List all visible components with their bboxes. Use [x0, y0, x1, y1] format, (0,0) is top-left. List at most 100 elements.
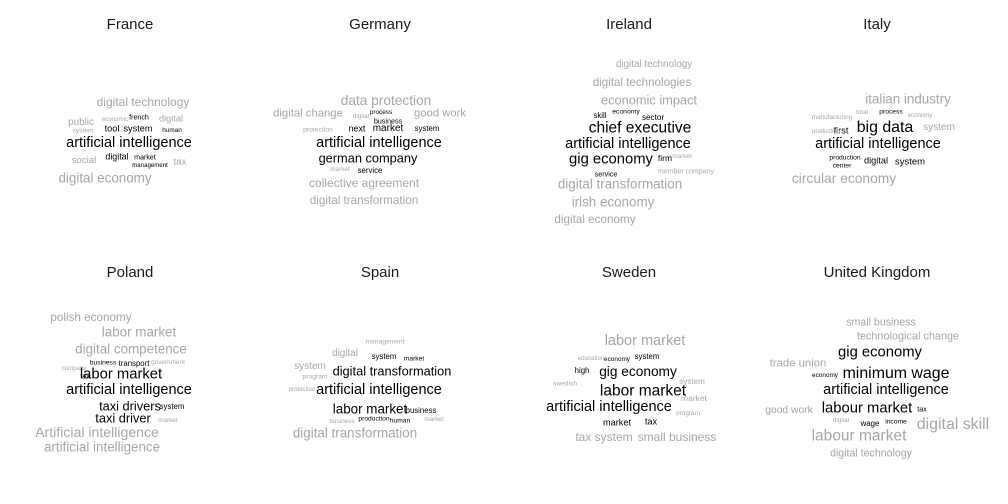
word-cloud-term: digital technologies: [592, 76, 692, 90]
word-cloud-term: program: [676, 409, 700, 417]
word-cloud-term: minimum wage: [842, 365, 950, 383]
word-cloud-term: tax: [644, 416, 658, 427]
panel-ireland: Ireland digital technology digital techno…: [504, 0, 754, 246]
word-cloud-term: swedish: [552, 380, 578, 388]
word-cloud-term: digital economy: [58, 170, 152, 186]
word-cloud-term: circular economy: [791, 171, 897, 187]
word-cloud-term: next: [348, 123, 366, 134]
panel-sweden: Sweden labor market education economy syste…: [504, 248, 754, 494]
word-cloud-term: economy: [612, 108, 640, 116]
word-cloud-term: small business: [846, 316, 916, 329]
word-cloud-term: artificial intelligence: [66, 134, 192, 151]
word-cloud-term: taxi drivers: [99, 398, 161, 414]
word-cloud-term: business: [329, 417, 355, 425]
word-cloud-term: social: [71, 155, 97, 167]
word-cloud-term: protection: [288, 387, 316, 393]
word-cloud-term: management: [365, 338, 405, 346]
word-cloud-term: labor market: [332, 401, 408, 417]
word-cloud-term: technological change: [856, 330, 960, 343]
word-cloud-term: big data: [856, 119, 914, 137]
word-cloud-term: market: [681, 392, 707, 403]
word-cloud-term: production: [811, 129, 841, 135]
word-cloud-term: system: [294, 361, 326, 372]
word-cloud-term: business: [89, 359, 117, 367]
word-cloud-term: digital: [158, 113, 184, 124]
word-cloud-term: taxi driver: [95, 410, 151, 426]
word-cloud-term: trade union: [769, 357, 827, 370]
word-cloud-term: italian industry: [865, 91, 951, 107]
word-cloud-term: artificial intelligence: [316, 134, 442, 151]
word-cloud-term: data protection: [340, 93, 432, 109]
word-cloud-term: digital: [332, 348, 358, 360]
word-cloud-term: sector: [641, 112, 665, 122]
word-cloud-term: market: [424, 415, 444, 423]
word-cloud-term: process: [369, 108, 393, 116]
word-cloud-term: tax: [917, 405, 927, 414]
word-cloud-term: center: [832, 162, 852, 170]
word-cloud-term: collective agreement: [308, 176, 420, 190]
panel-title: Spain: [360, 264, 400, 281]
word-cloud-term: gig economy: [599, 364, 677, 380]
word-cloud-term: human: [162, 126, 182, 134]
panel-poland: Poland polish economy labor market digital…: [5, 248, 255, 494]
word-cloud-term: system: [72, 127, 94, 135]
word-cloud-term: digital transformation: [332, 363, 452, 379]
word-cloud-term: german company: [318, 150, 418, 166]
word-cloud-term: good work: [413, 107, 467, 120]
word-cloud: small business technological change trade …: [752, 248, 1002, 494]
word-cloud-term: income: [885, 418, 907, 426]
word-cloud-term: system: [923, 122, 955, 133]
word-cloud-term: high: [574, 366, 590, 376]
panel-title: France: [106, 16, 154, 33]
word-cloud-term: total: [855, 108, 869, 116]
word-cloud-term: production: [829, 154, 861, 162]
word-cloud-term: member company: [657, 168, 715, 176]
word-cloud-term: government: [151, 358, 185, 366]
word-cloud-term: labour market: [811, 427, 907, 445]
word-cloud: digital technology digital technologies ec…: [504, 0, 754, 246]
word-cloud-term: artificial intelligence: [546, 398, 672, 415]
word-cloud-term: system: [123, 123, 153, 134]
word-cloud-term: digital: [105, 151, 129, 162]
word-cloud-term: good work: [765, 404, 813, 416]
word-cloud-term: education: [577, 354, 605, 362]
word-cloud-term: service: [357, 166, 383, 176]
word-cloud-term: digital: [833, 416, 849, 424]
word-cloud-term: polish economy: [50, 311, 132, 325]
word-cloud-term: tool: [104, 123, 120, 134]
word-cloud: polish economy labor market digital compet…: [5, 248, 255, 494]
word-cloud-term: economic: [101, 115, 129, 123]
word-cloud-term: artificial intelligence: [823, 381, 949, 398]
word-cloud-term: market: [158, 416, 178, 424]
word-cloud-term: labour market: [821, 400, 913, 417]
word-cloud-term: market: [602, 417, 632, 428]
word-cloud-term: artificial intelligence: [316, 381, 442, 398]
word-cloud-term: first: [833, 125, 849, 136]
word-cloud-term: system: [634, 352, 660, 362]
word-cloud-term: digital: [353, 112, 369, 120]
word-cloud-term: artificial intelligence: [815, 135, 941, 152]
word-cloud-term: transport: [118, 359, 150, 369]
word-cloud-term: skill: [593, 111, 607, 121]
word-cloud-term: digital transformation: [292, 425, 418, 441]
panel-title: Poland: [106, 264, 154, 281]
word-cloud-term: digital technology: [615, 59, 693, 71]
word-cloud-term: digital transformation: [309, 194, 419, 208]
word-cloud-term: artificial intelligence: [43, 439, 161, 455]
panel-united-kingdom: United Kingdom small business technologic…: [752, 248, 1002, 494]
word-cloud-term: market: [672, 152, 692, 160]
word-cloud: italian industry total process economy manuf…: [752, 0, 1002, 246]
word-cloud-term: company: [61, 364, 87, 372]
panel-title: Ireland: [606, 16, 652, 33]
word-cloud-term: labor market: [604, 332, 686, 349]
panel-title: United Kingdom: [823, 264, 931, 281]
word-cloud: digital technology public french digital eco…: [5, 0, 255, 246]
word-cloud-term: labor market: [101, 324, 177, 340]
panel-title: Sweden: [601, 264, 657, 281]
word-cloud-term: program: [302, 373, 328, 381]
word-cloud-term: management: [132, 161, 168, 169]
word-cloud-term: labor market: [599, 382, 687, 400]
word-cloud-term: manufacturing: [811, 113, 853, 121]
word-cloud-term: system: [159, 402, 185, 412]
word-cloud-term: production: [358, 415, 390, 423]
